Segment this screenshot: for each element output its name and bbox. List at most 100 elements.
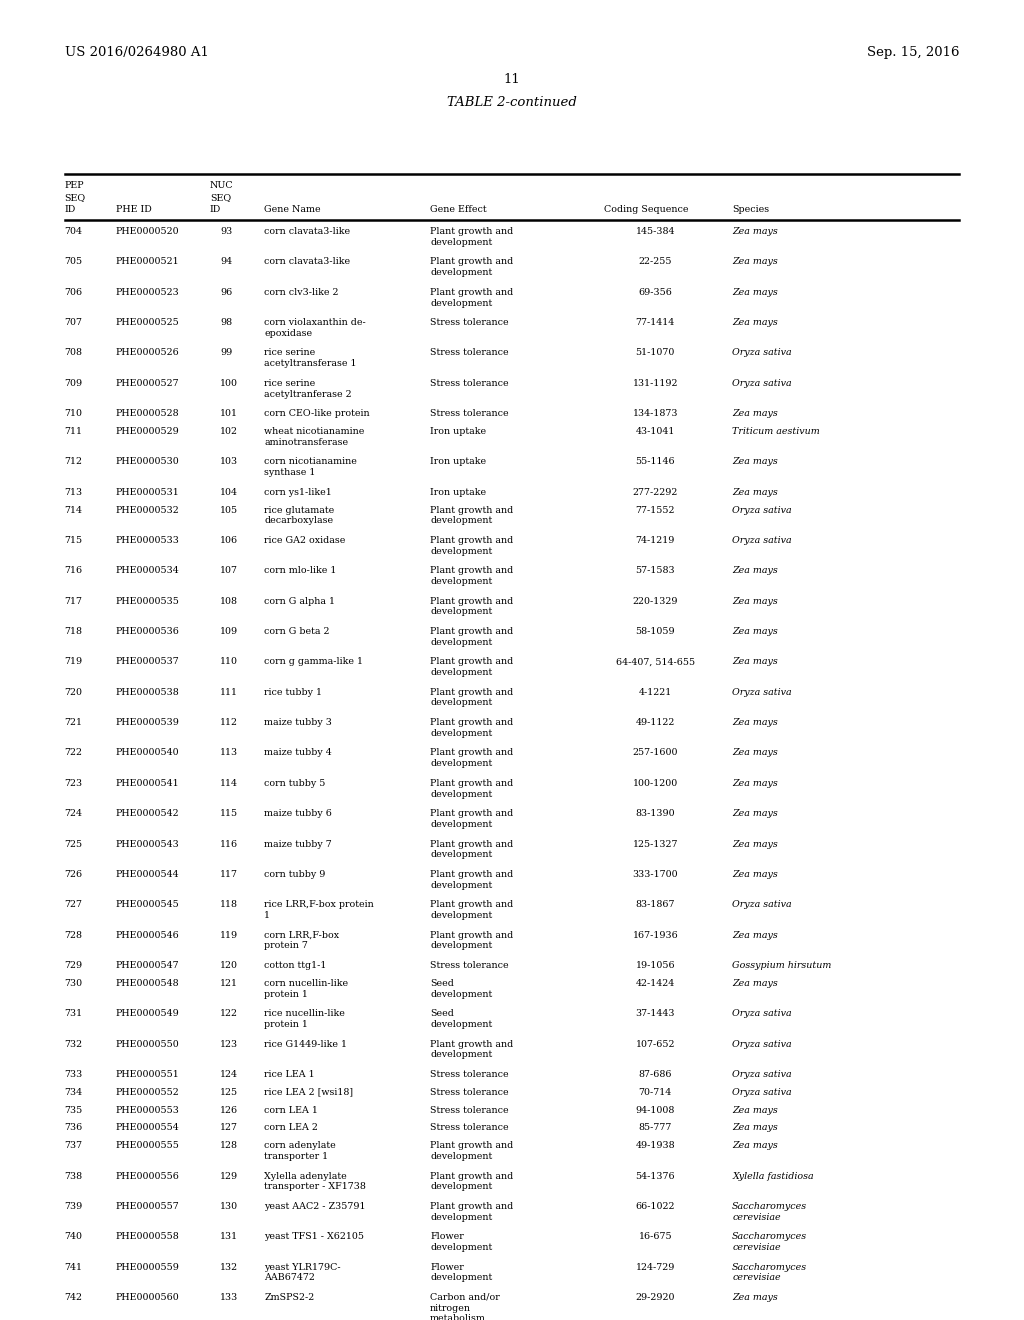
Text: PHE0000532: PHE0000532 — [116, 506, 179, 515]
Text: 728: 728 — [65, 931, 83, 940]
Text: Plant growth and
development: Plant growth and development — [430, 536, 513, 556]
Text: 70-714: 70-714 — [639, 1088, 672, 1097]
Text: PHE0000555: PHE0000555 — [116, 1142, 179, 1150]
Text: Zea mays: Zea mays — [732, 257, 778, 267]
Text: Plant growth and
development: Plant growth and development — [430, 288, 513, 308]
Text: 54-1376: 54-1376 — [636, 1172, 675, 1180]
Text: rice nucellin-like
protein 1: rice nucellin-like protein 1 — [264, 1010, 345, 1028]
Text: 122: 122 — [220, 1010, 239, 1018]
Text: Plant growth and
development: Plant growth and development — [430, 809, 513, 829]
Text: 715: 715 — [65, 536, 83, 545]
Text: corn tubby 9: corn tubby 9 — [264, 870, 326, 879]
Text: 37-1443: 37-1443 — [636, 1010, 675, 1018]
Text: Saccharomyces
cerevisiae: Saccharomyces cerevisiae — [732, 1263, 807, 1282]
Text: 125: 125 — [220, 1088, 239, 1097]
Text: Zea mays: Zea mays — [732, 870, 778, 879]
Text: yeast TFS1 - X62105: yeast TFS1 - X62105 — [264, 1233, 365, 1241]
Text: Oryza sativa: Oryza sativa — [732, 688, 792, 697]
Text: Stress tolerance: Stress tolerance — [430, 409, 509, 418]
Text: Seed
development: Seed development — [430, 979, 493, 998]
Text: 87-686: 87-686 — [639, 1071, 672, 1078]
Text: Zea mays: Zea mays — [732, 840, 778, 849]
Text: 55-1146: 55-1146 — [636, 458, 675, 466]
Text: PHE0000529: PHE0000529 — [116, 428, 179, 436]
Text: PEP: PEP — [65, 181, 84, 190]
Text: PHE0000543: PHE0000543 — [116, 840, 179, 849]
Text: Stress tolerance: Stress tolerance — [430, 318, 509, 327]
Text: Plant growth and
development: Plant growth and development — [430, 227, 513, 247]
Text: 104: 104 — [220, 488, 239, 496]
Text: 93: 93 — [220, 227, 232, 236]
Text: 131-1192: 131-1192 — [633, 379, 678, 388]
Text: 712: 712 — [65, 458, 83, 466]
Text: 112: 112 — [220, 718, 239, 727]
Text: 737: 737 — [65, 1142, 83, 1150]
Text: PHE0000526: PHE0000526 — [116, 348, 179, 358]
Text: 705: 705 — [65, 257, 83, 267]
Text: 100: 100 — [220, 379, 239, 388]
Text: Gene Effect: Gene Effect — [430, 205, 486, 214]
Text: 120: 120 — [220, 961, 239, 970]
Text: 127: 127 — [220, 1123, 239, 1133]
Text: PHE0000538: PHE0000538 — [116, 688, 179, 697]
Text: 742: 742 — [65, 1294, 83, 1302]
Text: Sep. 15, 2016: Sep. 15, 2016 — [867, 46, 959, 59]
Text: cotton ttg1-1: cotton ttg1-1 — [264, 961, 327, 970]
Text: SEQ: SEQ — [210, 193, 231, 202]
Text: 77-1552: 77-1552 — [636, 506, 675, 515]
Text: wheat nicotianamine
aminotransferase: wheat nicotianamine aminotransferase — [264, 428, 365, 446]
Text: Oryza sativa: Oryza sativa — [732, 900, 792, 909]
Text: Flower
development: Flower development — [430, 1263, 493, 1282]
Text: 22-255: 22-255 — [639, 257, 672, 267]
Text: 69-356: 69-356 — [638, 288, 673, 297]
Text: PHE0000553: PHE0000553 — [116, 1106, 179, 1114]
Text: 66-1022: 66-1022 — [636, 1203, 675, 1210]
Text: 710: 710 — [65, 409, 83, 418]
Text: 98: 98 — [220, 318, 232, 327]
Text: Plant growth and
development: Plant growth and development — [430, 1172, 513, 1191]
Text: 107-652: 107-652 — [636, 1040, 675, 1048]
Text: 117: 117 — [220, 870, 239, 879]
Text: rice glutamate
decarboxylase: rice glutamate decarboxylase — [264, 506, 335, 525]
Text: rice serine
acetyltranferase 2: rice serine acetyltranferase 2 — [264, 379, 352, 399]
Text: PHE0000550: PHE0000550 — [116, 1040, 179, 1048]
Text: PHE0000542: PHE0000542 — [116, 809, 179, 818]
Text: Oryza sativa: Oryza sativa — [732, 536, 792, 545]
Text: 131: 131 — [220, 1233, 239, 1241]
Text: 277-2292: 277-2292 — [633, 488, 678, 496]
Text: 124-729: 124-729 — [636, 1263, 675, 1271]
Text: 716: 716 — [65, 566, 83, 576]
Text: PHE0000556: PHE0000556 — [116, 1172, 179, 1180]
Text: 124: 124 — [220, 1071, 239, 1078]
Text: 732: 732 — [65, 1040, 83, 1048]
Text: Zea mays: Zea mays — [732, 1294, 778, 1302]
Text: Seed
development: Seed development — [430, 1010, 493, 1028]
Text: NUC: NUC — [210, 181, 233, 190]
Text: 64-407, 514-655: 64-407, 514-655 — [615, 657, 695, 667]
Text: Iron uptake: Iron uptake — [430, 458, 486, 466]
Text: 103: 103 — [220, 458, 239, 466]
Text: Zea mays: Zea mays — [732, 288, 778, 297]
Text: 714: 714 — [65, 506, 83, 515]
Text: 735: 735 — [65, 1106, 83, 1114]
Text: PHE0000540: PHE0000540 — [116, 748, 179, 758]
Text: maize tubby 6: maize tubby 6 — [264, 809, 332, 818]
Text: Plant growth and
development: Plant growth and development — [430, 657, 513, 677]
Text: 132: 132 — [220, 1263, 239, 1271]
Text: 707: 707 — [65, 318, 83, 327]
Text: 731: 731 — [65, 1010, 83, 1018]
Text: Gene Name: Gene Name — [264, 205, 321, 214]
Text: PHE0000548: PHE0000548 — [116, 979, 179, 987]
Text: 57-1583: 57-1583 — [636, 566, 675, 576]
Text: Carbon and/or
nitrogen
metabolism: Carbon and/or nitrogen metabolism — [430, 1294, 500, 1320]
Text: Zea mays: Zea mays — [732, 409, 778, 418]
Text: Saccharomyces
cerevisiae: Saccharomyces cerevisiae — [732, 1203, 807, 1221]
Text: 74-1219: 74-1219 — [636, 536, 675, 545]
Text: corn mlo-like 1: corn mlo-like 1 — [264, 566, 337, 576]
Text: 128: 128 — [220, 1142, 239, 1150]
Text: 111: 111 — [220, 688, 239, 697]
Text: Zea mays: Zea mays — [732, 1106, 778, 1114]
Text: 109: 109 — [220, 627, 239, 636]
Text: 107: 107 — [220, 566, 239, 576]
Text: 101: 101 — [220, 409, 239, 418]
